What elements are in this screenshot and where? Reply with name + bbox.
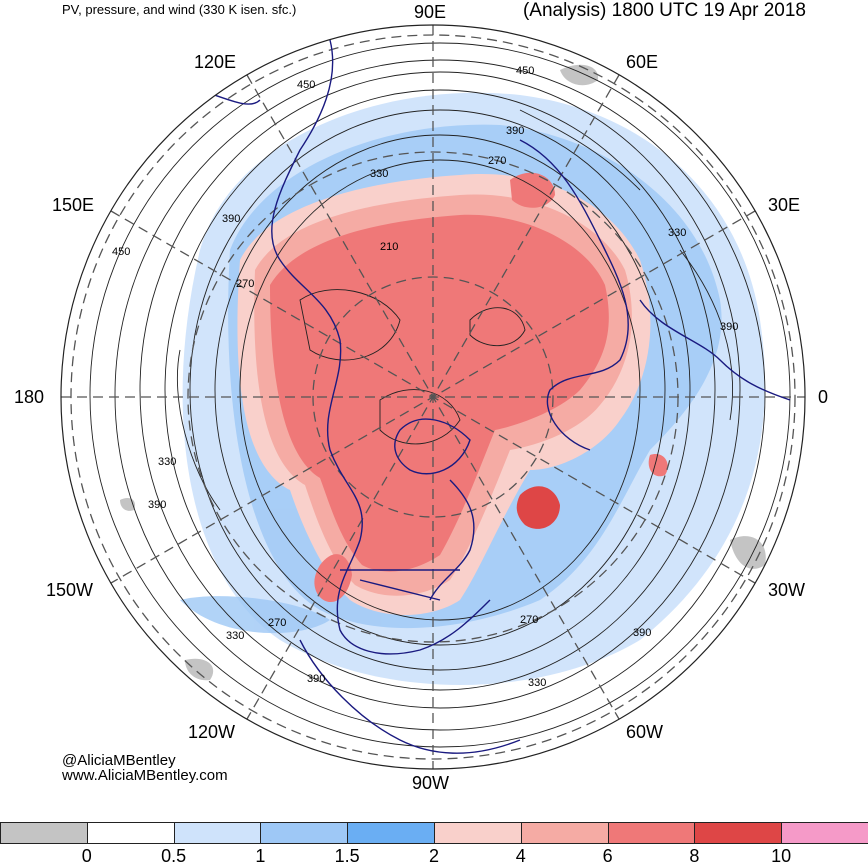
contour-label: 330 xyxy=(668,227,686,239)
pv-high-fill xyxy=(237,172,668,615)
lon-label-150e: 150E xyxy=(52,195,95,215)
contour-label: 270 xyxy=(488,155,506,167)
contour-label: 390 xyxy=(148,499,166,511)
graticule xyxy=(61,25,805,769)
colorbar xyxy=(0,822,868,844)
colorbar-segment xyxy=(694,822,783,844)
colorbar-segment xyxy=(173,822,262,844)
lon-label-60w: 60W xyxy=(626,722,664,742)
contour-label: 450 xyxy=(297,79,315,91)
contour-label: 270 xyxy=(520,614,538,626)
colorbar-tick-label: 1.5 xyxy=(334,846,360,866)
contour-label: 330 xyxy=(226,630,244,642)
pv-negative-fill xyxy=(120,64,766,681)
lon-label-180: 180 xyxy=(14,387,45,407)
contour-label: 210 xyxy=(380,241,398,253)
contour-label: 390 xyxy=(506,125,524,137)
colorbar-segment xyxy=(607,822,696,844)
map-boundary xyxy=(60,24,806,770)
contour-label: 390 xyxy=(307,673,325,685)
colorbar-segment xyxy=(86,822,175,844)
pressure-contours xyxy=(89,42,791,748)
colorbar-segment xyxy=(260,822,349,844)
colorbar-segment xyxy=(781,822,868,844)
contour-label-group: 450 450 390 270 330 450 390 270 210 330 … xyxy=(112,65,738,689)
lon-label-0: 0 xyxy=(818,387,829,407)
lon-label-120e: 120E xyxy=(194,52,237,72)
contour-label: 270 xyxy=(236,278,254,290)
contour-label: 270 xyxy=(268,617,286,629)
colorbar-segment xyxy=(0,822,88,844)
contour-label: 390 xyxy=(222,213,240,225)
lon-label-30e: 30E xyxy=(768,195,801,215)
colorbar-tick-label: 1 xyxy=(255,846,266,866)
colorbar-tick-label: 8 xyxy=(689,846,700,866)
contour-label: 390 xyxy=(720,321,738,333)
colorbar-tick-label: 6 xyxy=(602,846,613,866)
map-title: (Analysis) 1800 UTC 19 Apr 2018 xyxy=(522,0,806,21)
colorbar-segment xyxy=(347,822,435,844)
colorbar-tick-label: 0 xyxy=(81,846,92,866)
credit-url: www.AliciaMBentley.com xyxy=(62,767,228,784)
lon-label-120w: 120W xyxy=(188,722,236,742)
lon-label-30w: 30W xyxy=(768,580,806,600)
contour-label: 450 xyxy=(112,246,130,258)
lon-label-90e: 90E xyxy=(414,2,447,22)
colorbar-segment xyxy=(433,822,522,844)
lon-label-60e: 60E xyxy=(626,52,659,72)
colorbar-tick-label: 4 xyxy=(515,846,526,866)
colorbar-tick-label: 10 xyxy=(771,846,792,866)
map-subtitle: PV, pressure, and wind (330 K isen. sfc.… xyxy=(62,2,297,17)
contour-label: 450 xyxy=(516,65,534,77)
contour-label: 330 xyxy=(158,456,176,468)
colorbar-tick-label: 2 xyxy=(428,846,440,866)
lon-label-150w: 150W xyxy=(46,580,94,600)
colorbar-tick-label: 0.5 xyxy=(161,846,187,866)
credit-handle: @AliciaMBentley xyxy=(62,752,176,769)
contour-label: 330 xyxy=(370,168,388,180)
colorbar-segment xyxy=(520,822,609,844)
contour-label: 390 xyxy=(633,627,651,639)
lon-label-90w: 90W xyxy=(412,773,450,793)
contour-label: 330 xyxy=(528,677,546,689)
coastlines xyxy=(199,39,791,754)
